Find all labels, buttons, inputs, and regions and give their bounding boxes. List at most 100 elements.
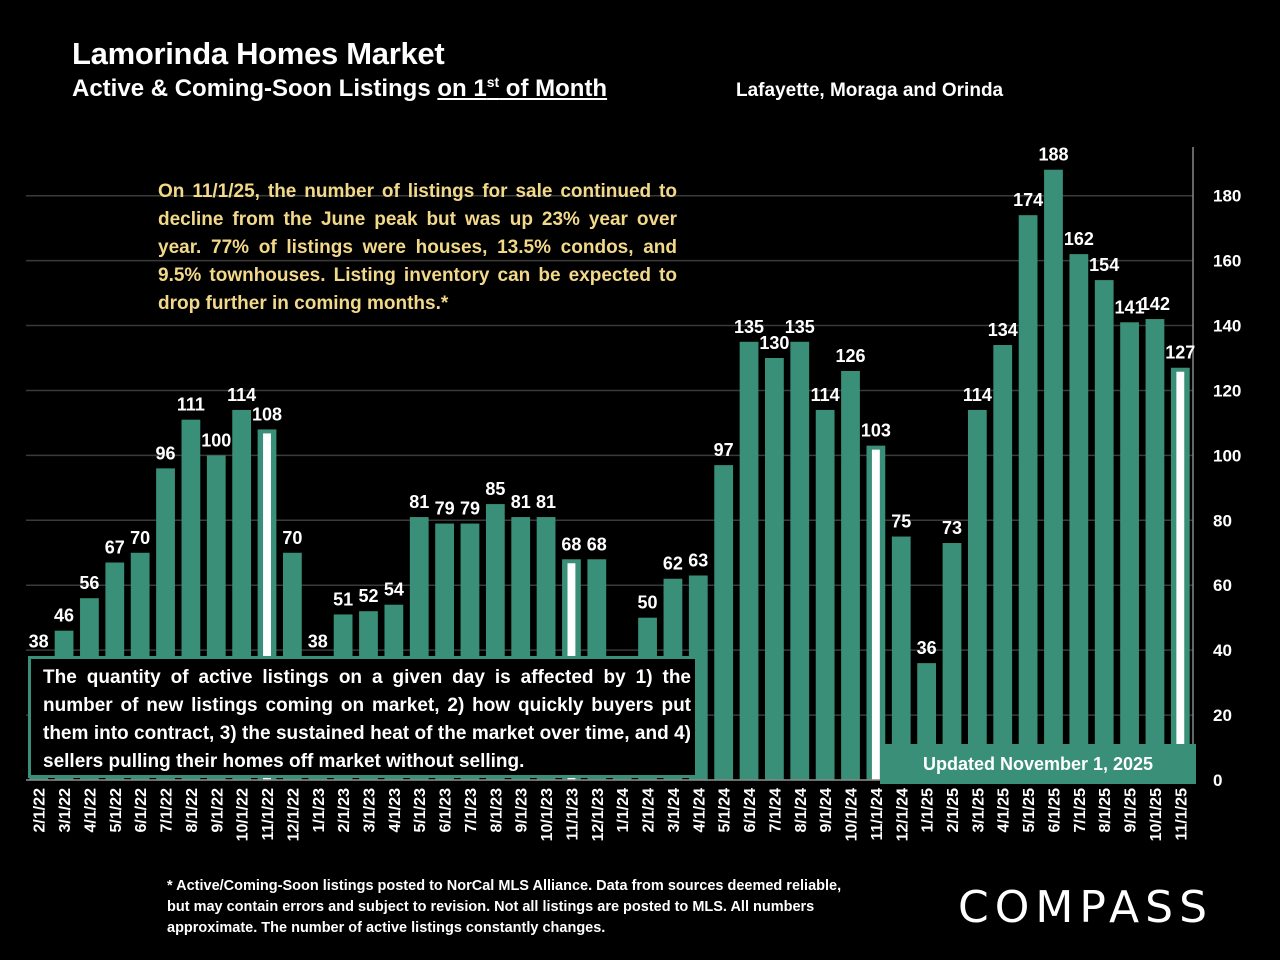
x-tick-label: 4/1/24 <box>691 788 708 833</box>
x-tick-label: 9/1/24 <box>818 788 835 833</box>
data-label: 50 <box>638 593 658 613</box>
y-tick-label: 100 <box>1213 446 1241 465</box>
bar <box>1069 254 1089 781</box>
bar <box>815 409 835 780</box>
x-tick-label: 6/1/22 <box>133 788 150 833</box>
footnote: * Active/Coming-Soon listings posted to … <box>167 878 842 936</box>
x-tick-label: 8/1/22 <box>184 788 201 833</box>
x-tick-label: 10/1/23 <box>539 788 556 841</box>
x-tick-label: 9/1/22 <box>209 788 226 833</box>
data-label: 68 <box>587 534 607 554</box>
x-tick-label: 4/1/23 <box>387 788 404 833</box>
data-label: 38 <box>29 632 49 652</box>
data-label: 100 <box>201 430 231 450</box>
data-label: 79 <box>460 499 480 519</box>
x-tick-label: 10/1/25 <box>1148 788 1165 841</box>
data-label: 114 <box>227 385 256 405</box>
x-tick-label: 7/1/23 <box>463 788 480 833</box>
data-label: 126 <box>835 346 865 366</box>
x-tick-label: 9/1/25 <box>1123 788 1140 833</box>
x-tick-label: 11/1/25 <box>1173 788 1190 841</box>
data-label: 75 <box>891 512 911 532</box>
bar <box>765 358 784 780</box>
bar <box>790 341 810 780</box>
bar <box>841 370 860 780</box>
x-tick-label: 1/1/23 <box>311 788 328 833</box>
data-label: 67 <box>105 538 125 558</box>
data-label: 73 <box>942 518 962 538</box>
x-tick-label: 1/1/24 <box>615 788 632 833</box>
x-tick-label: 12/1/24 <box>894 788 911 841</box>
bar <box>942 543 962 780</box>
x-tick-label: 12/1/22 <box>285 788 302 841</box>
data-label: 36 <box>917 638 937 658</box>
updated-badge: Updated November 1, 2025 <box>880 744 1196 784</box>
data-label: 162 <box>1064 229 1094 249</box>
subtitle-on-first: on 1 <box>437 75 487 102</box>
x-tick-label: 4/1/22 <box>82 788 99 833</box>
y-tick-label: 80 <box>1213 511 1232 530</box>
x-tick-label: 5/1/22 <box>108 788 125 833</box>
data-label: 70 <box>130 528 150 548</box>
x-tick-label: 8/1/25 <box>1097 788 1114 833</box>
bar <box>1094 280 1114 780</box>
x-tick-label: 6/1/23 <box>438 788 455 833</box>
y-tick-label: 140 <box>1213 317 1241 336</box>
bar <box>739 341 759 780</box>
x-tick-label: 11/1/24 <box>869 788 886 841</box>
data-label: 52 <box>358 586 378 606</box>
y-tick-label: 0 <box>1213 771 1222 790</box>
bar <box>714 465 734 780</box>
data-label: 154 <box>1089 255 1119 275</box>
data-label: 54 <box>384 580 404 600</box>
x-tick-label: 10/1/24 <box>844 788 861 841</box>
data-label: 56 <box>79 573 99 593</box>
x-tick-label: 3/1/24 <box>666 788 683 833</box>
data-label: 108 <box>252 404 282 424</box>
y-tick-label: 180 <box>1213 187 1241 206</box>
x-tick-label: 3/1/25 <box>970 788 987 833</box>
x-tick-label: 3/1/22 <box>57 788 74 833</box>
subtitle-underlined: on 1st of Month <box>437 74 608 102</box>
bar-highlight <box>871 449 880 780</box>
data-label: 114 <box>811 385 840 405</box>
data-label: 79 <box>435 499 455 519</box>
data-label: 38 <box>308 632 328 652</box>
bar <box>967 409 987 780</box>
x-tick-label: 11/1/23 <box>564 788 581 841</box>
region-label: Lafayette, Moraga and Orinda <box>736 80 1004 101</box>
subtitle-suffix: of Month <box>499 75 608 102</box>
bar <box>1145 319 1165 780</box>
y-tick-label: 40 <box>1213 641 1232 660</box>
x-tick-label: 1/1/25 <box>920 788 937 833</box>
x-tick-label: 2/1/22 <box>32 788 49 833</box>
bar-highlight <box>1176 371 1185 780</box>
data-label: 51 <box>333 589 353 609</box>
data-label: 85 <box>485 479 505 499</box>
x-tick-label: 7/1/24 <box>767 788 784 833</box>
x-tick-label: 6/1/24 <box>742 788 759 833</box>
subtitle-prefix: Active & Coming-Soon Listings <box>72 75 438 102</box>
data-label: 81 <box>536 492 556 512</box>
y-tick-label: 20 <box>1213 706 1232 725</box>
x-tick-label: 5/1/25 <box>1021 788 1038 833</box>
x-tick-label: 6/1/25 <box>1046 788 1063 833</box>
bar <box>1120 322 1139 780</box>
data-label: 111 <box>177 395 205 415</box>
bar <box>1018 215 1038 780</box>
data-label: 68 <box>561 534 581 554</box>
x-tick-label: 8/1/24 <box>793 788 810 833</box>
compass-logo: COMPASS <box>958 882 1213 933</box>
bar <box>993 345 1013 780</box>
x-tick-label: 3/1/23 <box>361 788 378 833</box>
bar <box>891 536 911 780</box>
note-box <box>28 656 698 778</box>
data-label: 63 <box>688 550 708 570</box>
y-tick-label: 60 <box>1213 576 1232 595</box>
data-label: 134 <box>988 320 1018 340</box>
page-title: Lamorinda Homes Market <box>72 36 445 71</box>
data-label: 135 <box>785 317 815 337</box>
chart-subtitle: Active & Coming-Soon Listings on 1st of … <box>72 74 607 103</box>
x-tick-label: 2/1/25 <box>945 788 962 833</box>
data-label: 97 <box>714 440 734 460</box>
